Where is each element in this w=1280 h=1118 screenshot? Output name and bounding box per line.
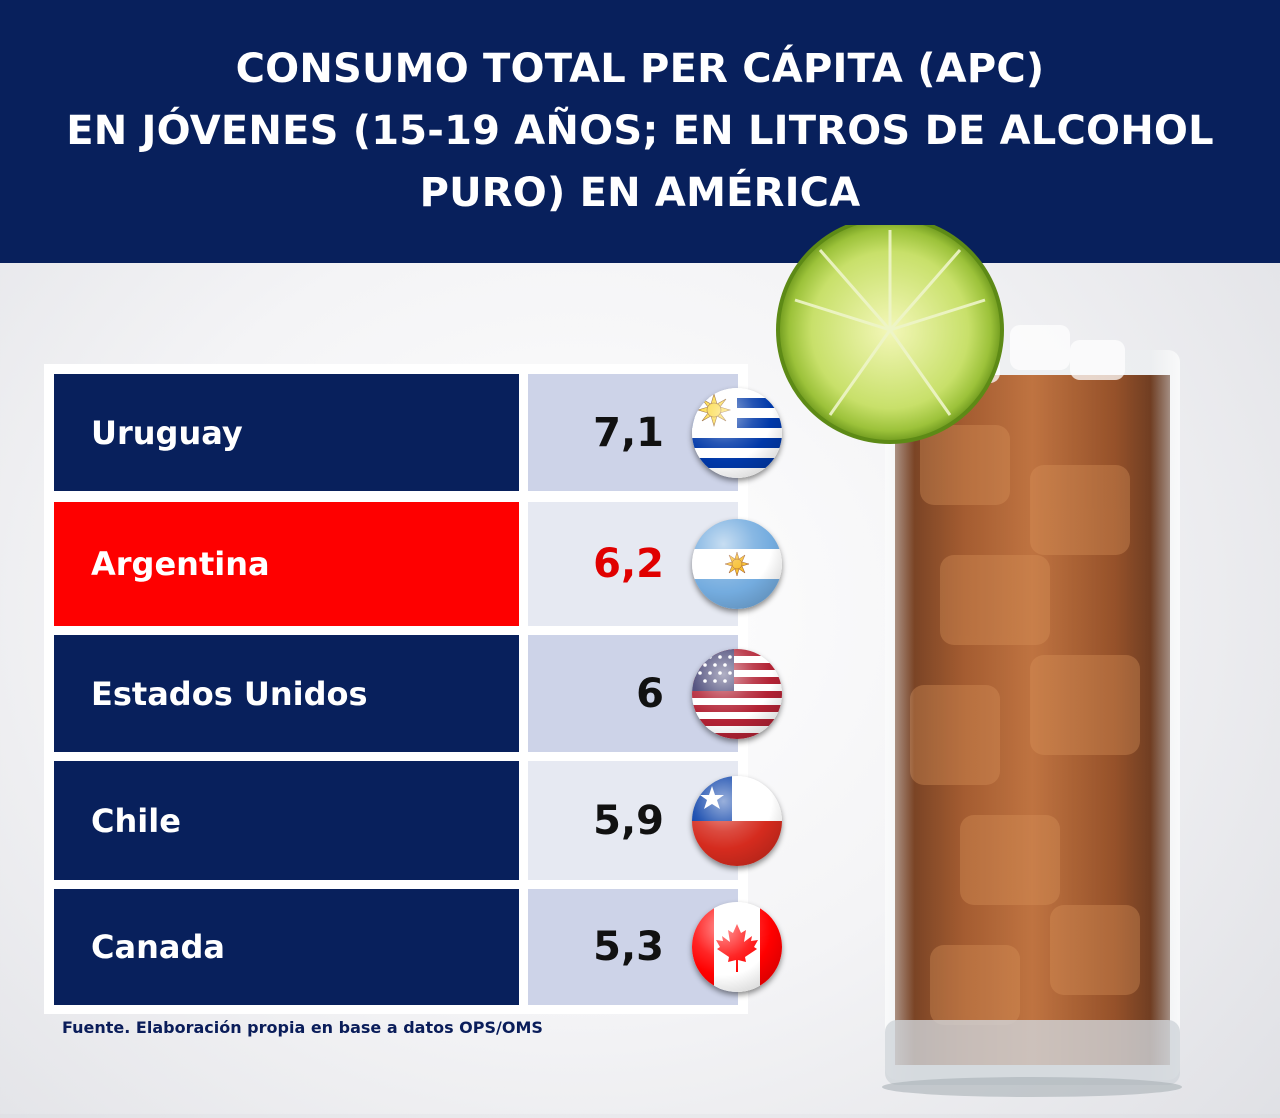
value-label-uruguay: 7,1 (593, 409, 664, 456)
value-cell-uruguay: 7,1 (528, 374, 782, 491)
value-label-canada: 5,3 (593, 924, 664, 970)
table-row-uruguay: Uruguay 7,1 (54, 374, 782, 491)
country-label-uruguay: Uruguay (54, 374, 519, 491)
country-label-chile: Chile (54, 761, 519, 880)
value-cell-canada: 5,3 (528, 889, 782, 1005)
value-cell-chile: 5,9 (528, 761, 782, 880)
table-row-canada: Canada 5,3 (54, 889, 782, 1005)
value-cell-estados-unidos: 6 (528, 635, 782, 752)
uruguay-flag-icon (692, 387, 782, 478)
country-label-canada: Canada (54, 889, 519, 1005)
value-label-estados-unidos: 6 (636, 670, 664, 717)
ranking-table: Uruguay 7,1 Argentina (44, 364, 782, 1014)
argentina-flag-icon (692, 519, 782, 609)
header-banner: CONSUMO TOTAL PER CÁPITA (APC) EN JÓVENE… (0, 0, 1280, 263)
source-note: Fuente. Elaboración propia en base a dat… (62, 1018, 543, 1037)
value-label-chile: 5,9 (593, 797, 664, 844)
table-row-argentina: Argentina 6,2 (54, 502, 782, 626)
canada-flag-icon (692, 902, 782, 992)
drink-glass-illustration (760, 216, 1280, 1114)
table-row-estados-unidos: Estados Unidos 6 (54, 635, 782, 752)
country-label-estados-unidos: Estados Unidos (54, 635, 519, 752)
country-label-argentina: Argentina (54, 502, 519, 626)
usa-flag-icon (692, 648, 782, 739)
value-label-argentina: 6,2 (593, 541, 664, 587)
value-cell-argentina: 6,2 (528, 502, 782, 626)
table-row-chile: Chile 5,9 (54, 761, 782, 880)
chart-title: CONSUMO TOTAL PER CÁPITA (APC) EN JÓVENE… (66, 45, 1214, 216)
